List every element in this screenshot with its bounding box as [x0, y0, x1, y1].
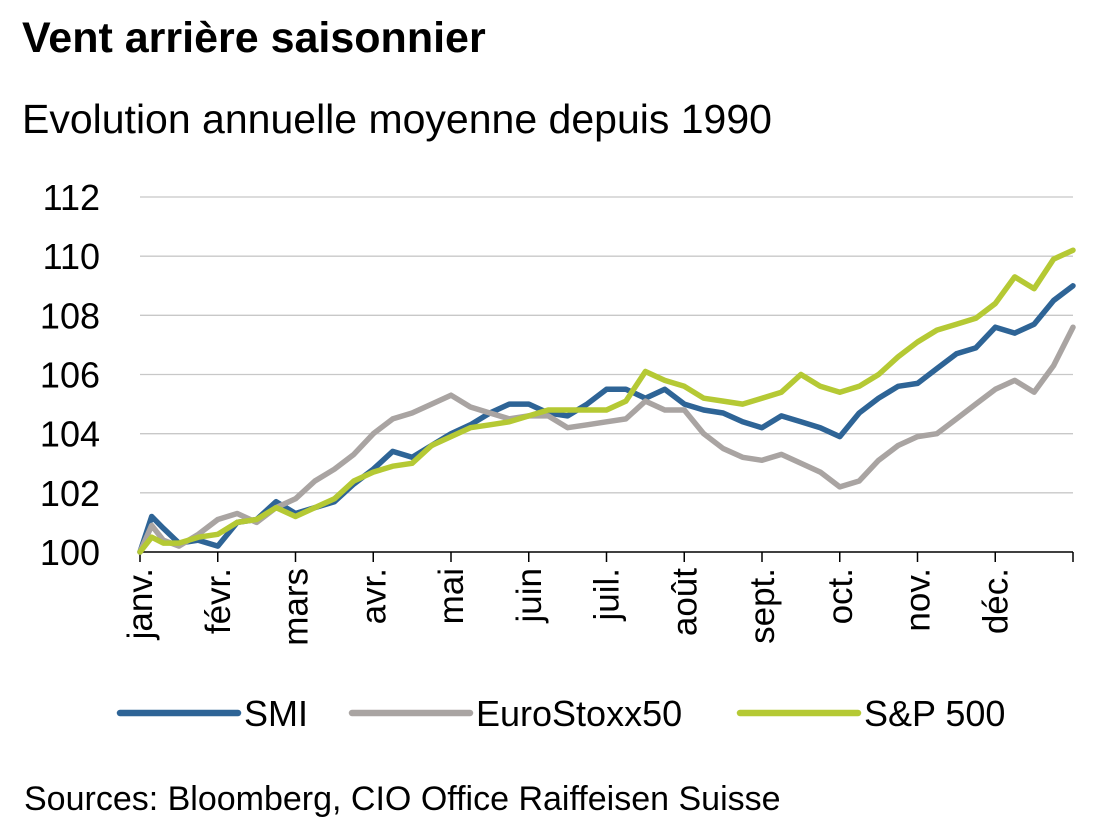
legend-label-0: SMI — [244, 693, 308, 734]
y-tick-label: 110 — [43, 236, 100, 277]
x-tick-label: sept. — [743, 568, 782, 644]
x-tick-label: oct. — [821, 568, 860, 624]
y-tick-label: 106 — [40, 355, 100, 396]
y-tick-label: 104 — [40, 414, 100, 455]
x-tick-label: mai — [432, 568, 471, 624]
x-tick-label: avr. — [354, 568, 393, 624]
source-note: Sources: Bloomberg, CIO Office Raiffeise… — [24, 780, 781, 818]
chart-title: Vent arrière saisonnier — [22, 14, 486, 62]
x-tick-label: juin — [510, 568, 549, 623]
legend-label-2: S&P 500 — [864, 693, 1005, 734]
x-tick-label: août — [665, 568, 704, 636]
y-tick-label: 108 — [40, 295, 100, 336]
y-tick-label: 100 — [40, 532, 100, 573]
x-tick-label: mars — [277, 568, 316, 646]
series-line-2 — [137, 247, 1076, 555]
y-tick-label: 102 — [40, 473, 100, 514]
y-tick-label: 112 — [43, 177, 100, 218]
chart-subtitle: Evolution annuelle moyenne depuis 1990 — [22, 96, 772, 142]
series-line-1 — [137, 324, 1076, 555]
x-tick-label: févr. — [199, 568, 238, 634]
x-tick-label: déc. — [976, 568, 1015, 634]
x-tick-label: juil. — [588, 568, 627, 622]
x-tick-label: nov. — [899, 568, 938, 632]
x-tick-label: janv. — [121, 568, 160, 640]
legend-label-1: EuroStoxx50 — [476, 693, 682, 734]
